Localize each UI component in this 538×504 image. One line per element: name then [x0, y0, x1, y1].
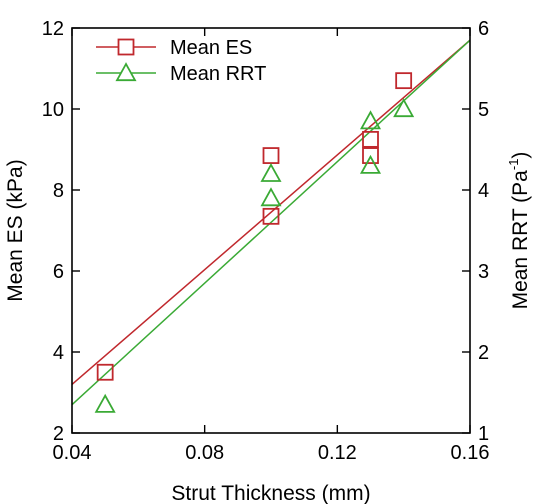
rrt-triangle-marker — [359, 110, 382, 130]
x-tick-label: 0.12 — [318, 442, 357, 464]
y-left-tick-label: 8 — [53, 180, 64, 202]
fit-lines — [71, 39, 471, 406]
y-right-axis-title-superscript: -1 — [506, 159, 521, 171]
legend-rrt-marker — [115, 62, 137, 82]
y-left-tick-label: 4 — [53, 342, 64, 364]
legend-es-label: Mean ES — [170, 37, 252, 59]
y-left-axis-title: Mean ES (kPa) — [4, 159, 27, 301]
legend: Mean ES Mean RRT — [96, 37, 266, 85]
x-tick-label: 0.04 — [53, 442, 92, 464]
x-tick-label: 0.08 — [185, 442, 224, 464]
rrt-triangle-marker — [260, 187, 282, 207]
rrt-triangle-marker — [260, 162, 282, 182]
y-right-tick-label: 3 — [478, 261, 489, 283]
y-right-axis-title-main: Mean RRT (Pa — [509, 170, 532, 310]
y-right-tick-label: 1 — [478, 423, 489, 445]
es-square-marker — [362, 147, 379, 164]
legend-es-marker — [117, 38, 135, 56]
y-right-axis-title-close: ) — [509, 152, 532, 159]
es-square-marker — [96, 363, 114, 381]
plot-frame — [71, 27, 471, 434]
legend-rrt-label: Mean RRT — [170, 63, 266, 85]
rrt-triangle-marker — [393, 98, 415, 118]
y-right-tick-label: 2 — [478, 342, 489, 364]
x-tick-label: 0.16 — [451, 442, 490, 464]
y-left-tick-label: 6 — [53, 261, 64, 283]
y-left-tick-label: 2 — [53, 423, 64, 445]
es-square-marker — [362, 130, 379, 148]
es-square-marker — [262, 147, 280, 164]
rrt-triangle-marker — [359, 154, 382, 174]
es-square-marker — [395, 72, 413, 90]
y-left-tick-label: 10 — [42, 99, 64, 121]
y-left-tick-label: 12 — [42, 18, 64, 40]
y-right-axis-title: Mean RRT (Pa-1) — [506, 152, 532, 310]
fit-line-rrt — [71, 39, 471, 406]
rrt-triangle-marker — [94, 393, 116, 413]
data-markers — [94, 72, 415, 413]
y-right-tick-label: 5 — [478, 99, 489, 121]
y-right-tick-label: 6 — [478, 18, 489, 40]
fit-line-es — [71, 39, 471, 385]
x-axis-title: Strut Thickness (mm) — [171, 482, 370, 504]
y-right-tick-label: 4 — [478, 180, 489, 202]
es-square-marker — [262, 207, 280, 225]
